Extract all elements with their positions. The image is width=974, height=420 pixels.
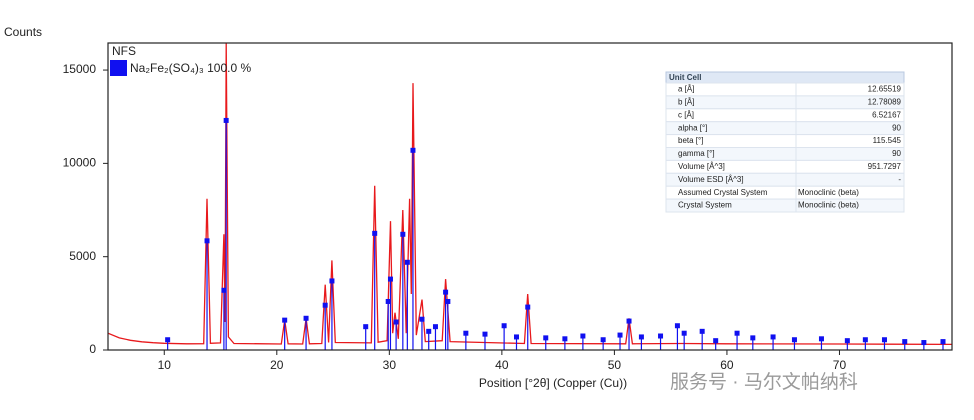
- reflection-marker: [921, 340, 927, 346]
- table-cell-label: b [Å]: [678, 97, 694, 106]
- reflection-marker: [165, 337, 171, 343]
- x-tick-label: 30: [383, 358, 397, 372]
- reflection-marker: [699, 328, 705, 334]
- table-header-bg: [665, 71, 905, 84]
- reflection-marker: [329, 278, 335, 284]
- y-tick-label: 10000: [63, 156, 97, 170]
- table-cell-value: 951.7297: [868, 162, 902, 171]
- legend-title: NFS: [112, 44, 136, 58]
- reflection-marker: [385, 298, 391, 304]
- table-cell-label: gamma [°]: [678, 149, 715, 158]
- reflection-marker: [770, 334, 776, 340]
- plot-frame: [107, 42, 953, 351]
- y-axis-label: Counts: [4, 25, 42, 39]
- table-cell-label: Volume ESD [Å^3]: [678, 175, 744, 184]
- table-cell-value: 115.545: [873, 136, 902, 145]
- reflection-marker: [881, 337, 887, 343]
- table-cell-value: -: [898, 175, 901, 184]
- reflection-marker: [513, 334, 519, 340]
- reflection-marker: [303, 315, 309, 321]
- reflection-marker: [393, 319, 399, 325]
- unit-cell-table: Unit Cell a [Å] 12.65519 b [Å] 12.78089 c [Å]…: [665, 71, 905, 213]
- x-tick-label: 50: [608, 358, 622, 372]
- table-cell-value: 12.65519: [868, 85, 902, 94]
- table-title: Unit Cell: [669, 73, 701, 82]
- reflection-marker: [862, 337, 868, 343]
- table-cell-label: c [Å]: [678, 110, 694, 119]
- table-row-bg: [665, 108, 905, 123]
- legend-swatch: [110, 60, 127, 76]
- reflection-marker: [221, 287, 227, 293]
- legend-label: Na₂Fe₂(SO₄)₃ 100.0 %: [130, 61, 251, 75]
- reflection-marker: [658, 333, 664, 339]
- table-cell-value: 6.52167: [872, 110, 901, 119]
- reflection-marker: [363, 324, 369, 330]
- x-tick-label: 60: [720, 358, 734, 372]
- reflection-marker: [525, 304, 531, 310]
- reflection-marker: [400, 231, 406, 237]
- table-cell-label: a [Å]: [678, 85, 694, 94]
- reflection-marker: [626, 318, 632, 324]
- y-tick-label: 15000: [63, 62, 97, 76]
- reflection-marker: [482, 331, 488, 337]
- reflection-marker: [617, 332, 623, 338]
- plot-area: [108, 43, 952, 350]
- reflection-marker: [463, 330, 469, 336]
- reflection-marker: [282, 317, 288, 323]
- reflection-marker: [940, 339, 946, 345]
- reflection-marker: [410, 147, 416, 153]
- reflection-marker: [713, 338, 719, 344]
- reflection-marker: [580, 333, 586, 339]
- reflection-marker: [443, 289, 449, 295]
- reflection-marker: [204, 238, 210, 244]
- table-cell-value: 90: [892, 123, 901, 132]
- reflection-marker: [387, 276, 393, 282]
- table-cell-label: beta [°]: [678, 136, 703, 145]
- reflection-marker: [844, 338, 850, 344]
- table-row-bg: [665, 198, 905, 213]
- reflection-marker: [791, 337, 797, 343]
- reflection-marker: [543, 335, 549, 341]
- table-cell-label: Crystal System: [678, 201, 732, 210]
- x-tick-label: 40: [495, 358, 509, 372]
- reflection-marker: [562, 336, 568, 342]
- reflection-marker: [734, 330, 740, 336]
- x-tick-label: 10: [158, 358, 172, 372]
- reflection-marker: [432, 324, 438, 330]
- table-cell-label: Assumed Crystal System: [678, 188, 768, 197]
- reflection-marker: [501, 323, 507, 329]
- reflection-marker: [445, 298, 451, 304]
- y-tick-label: 0: [89, 342, 96, 356]
- table-cell-value: Monoclinic (beta): [798, 188, 859, 197]
- reflection-marker: [223, 117, 229, 123]
- table-cell-value: 12.78089: [868, 97, 902, 106]
- reflection-marker: [419, 316, 425, 322]
- reflection-marker: [372, 230, 378, 236]
- reflection-marker: [818, 336, 824, 342]
- watermark: 服务号 · 马尔文帕纳科: [670, 371, 858, 393]
- reflection-marker: [750, 335, 756, 341]
- reflection-marker: [674, 323, 680, 329]
- reflection-marker: [426, 328, 432, 334]
- reflection-marker: [638, 334, 644, 340]
- reflection-marker: [681, 330, 687, 336]
- table-cell-value: 90: [892, 149, 901, 158]
- reflection-marker: [600, 337, 606, 343]
- x-tick-label: 70: [833, 358, 847, 372]
- reflection-marker: [404, 259, 410, 265]
- table-cell-label: Volume [Å^3]: [678, 162, 725, 171]
- reflection-marker: [322, 302, 328, 308]
- reflection-marker: [902, 339, 908, 345]
- table-cell-value: Monoclinic (beta): [798, 201, 859, 210]
- y-tick-label: 5000: [69, 249, 96, 263]
- x-tick-label: 20: [270, 358, 284, 372]
- x-axis-label: Position [°2θ] (Copper (Cu)): [479, 376, 627, 390]
- profile-line: [108, 43, 952, 346]
- table-cell-label: alpha [°]: [678, 123, 707, 132]
